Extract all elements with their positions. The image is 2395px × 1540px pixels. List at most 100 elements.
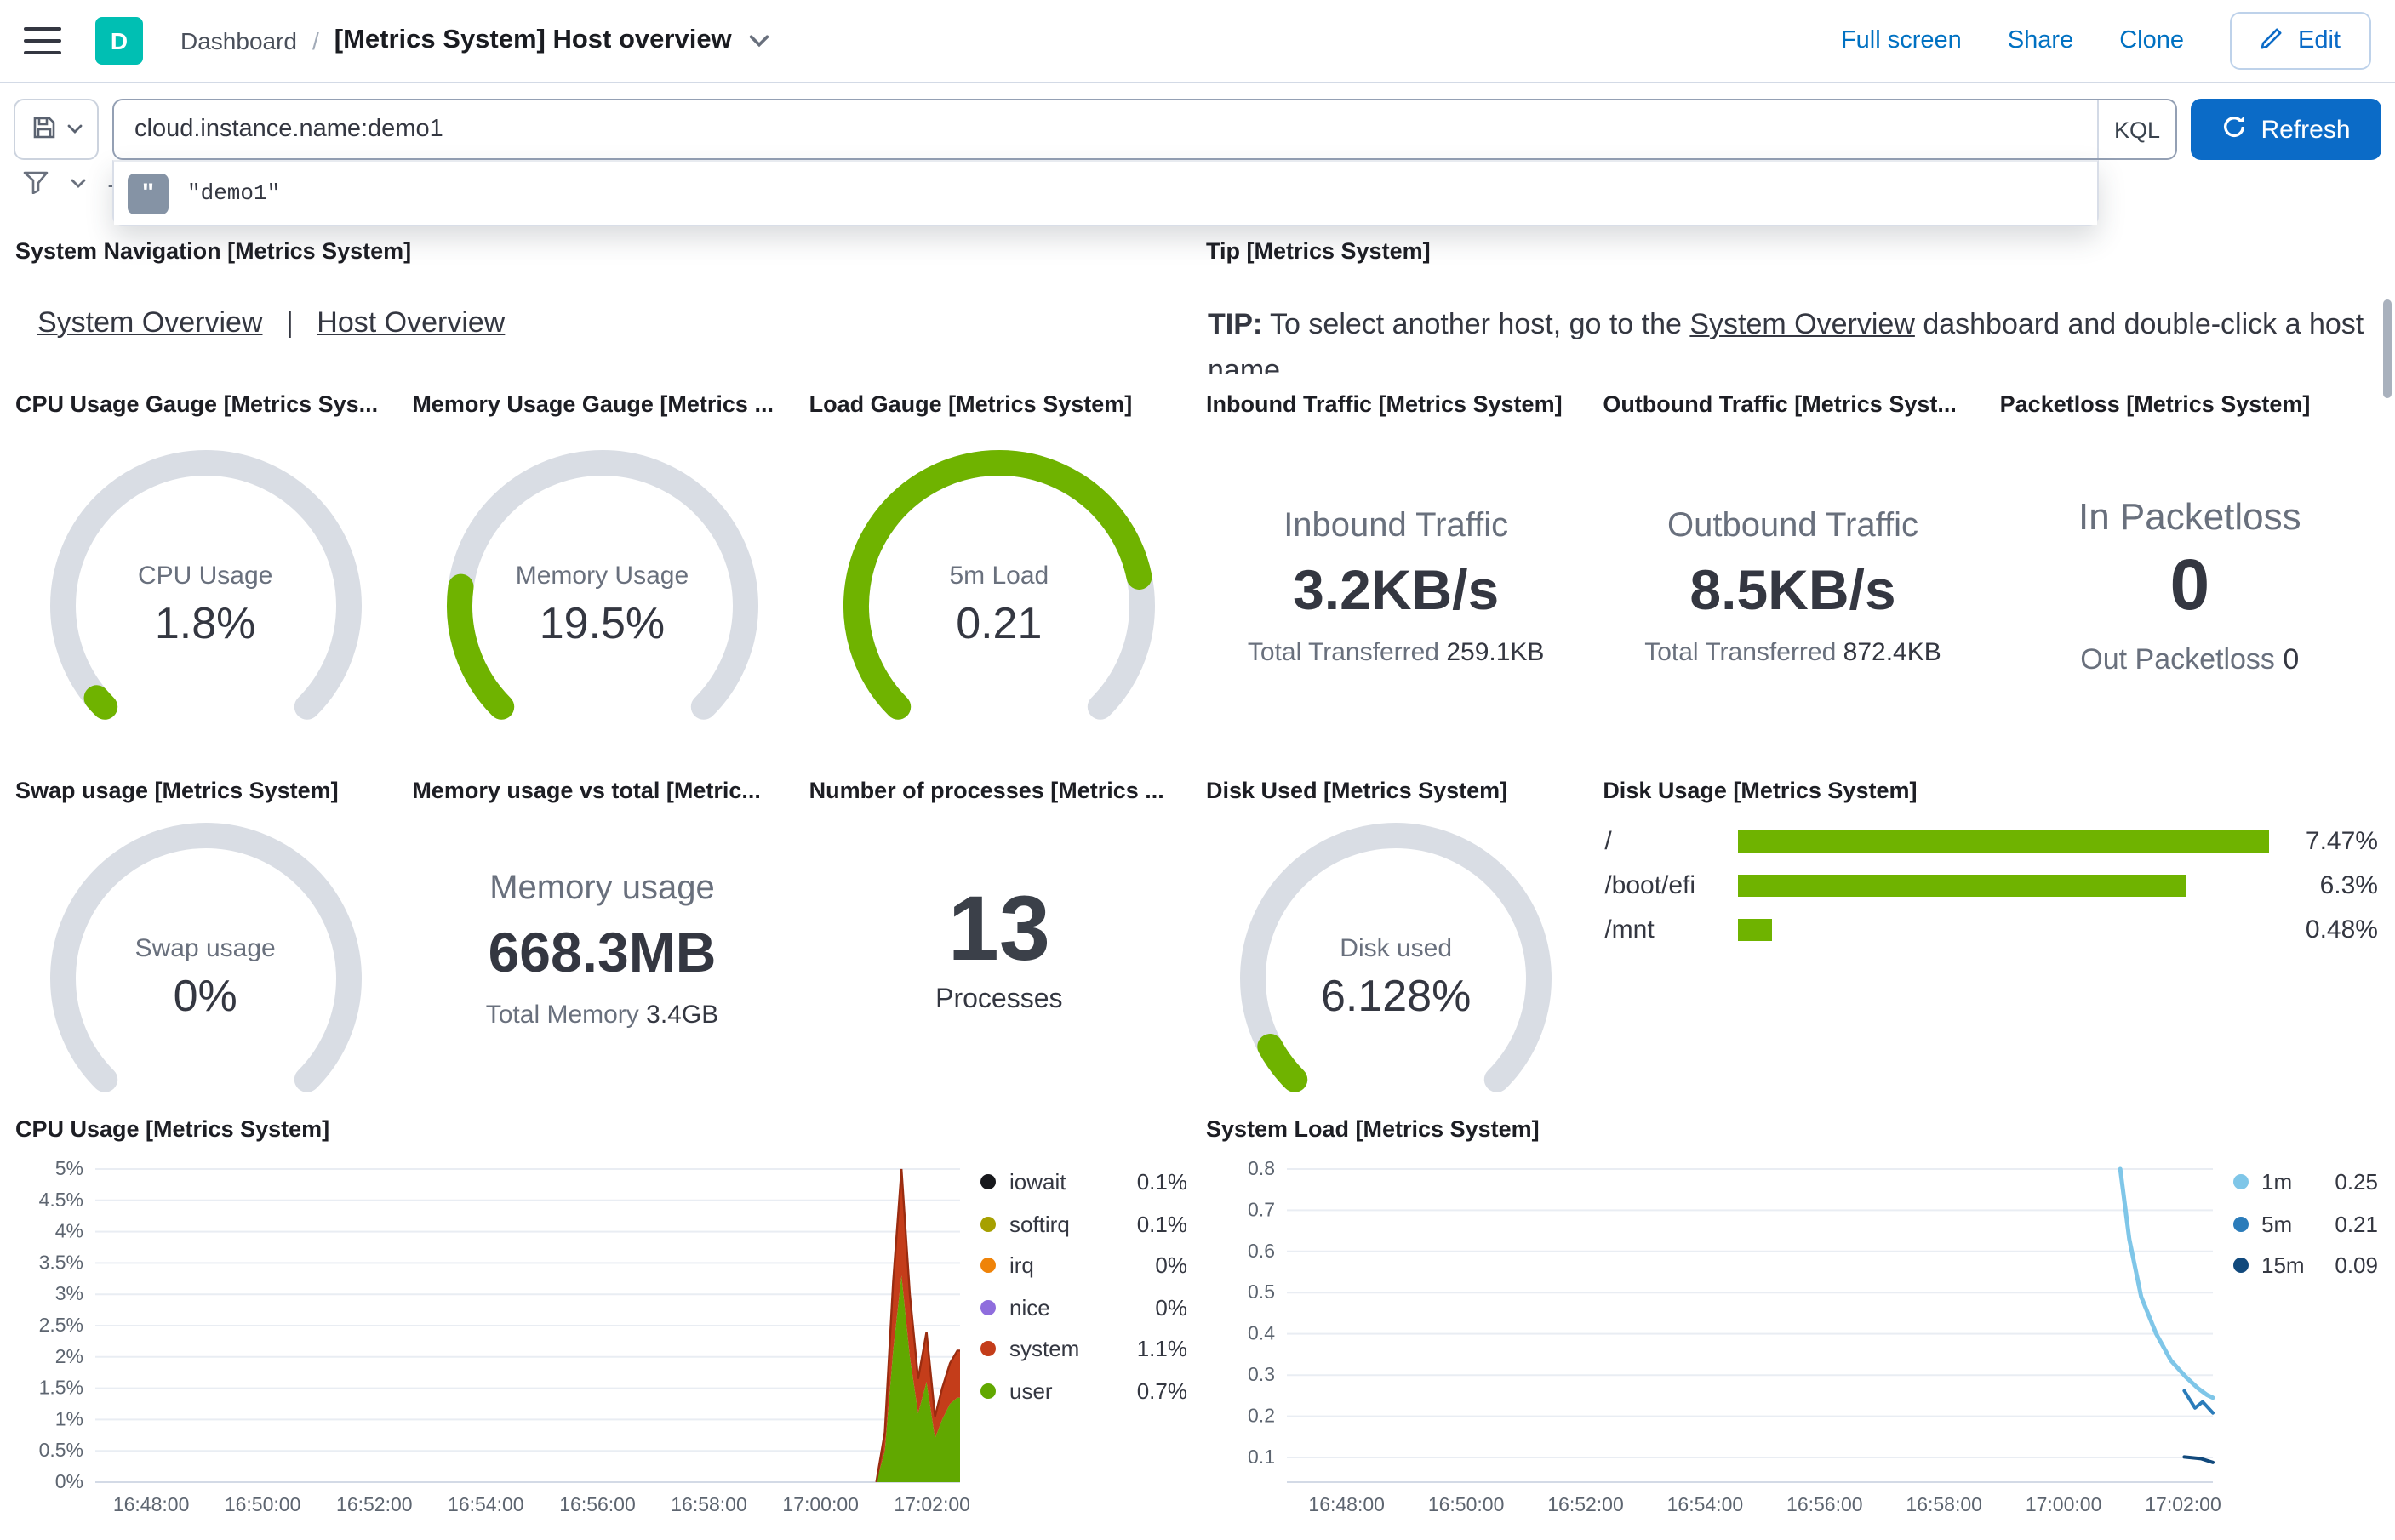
panel-inbound-traffic: Inbound Traffic [Metrics System] Inbound…: [1204, 388, 1588, 761]
panel-cpu-usage-gauge: CPU Usage Gauge [Metrics Sys... CPU Usag…: [14, 388, 397, 761]
panel-disk-used-gauge: Disk Used [Metrics System] Disk used 6.1…: [1204, 774, 1588, 1099]
disk-used-gauge: Disk used 6.128%: [1226, 810, 1566, 1099]
share-link[interactable]: Share: [2007, 27, 2074, 54]
svg-text:16:54:00: 16:54:00: [1666, 1493, 1743, 1515]
panel-outbound-traffic: Outbound Traffic [Metrics Syst... Outbou…: [1601, 388, 1985, 761]
gauge-label: CPU Usage: [137, 562, 273, 590]
svg-text:0.7: 0.7: [1247, 1198, 1274, 1220]
svg-text:0%: 0%: [55, 1470, 83, 1492]
system-load-legend: 1m 0.25 5m 0.21 15m 0.09: [2219, 1155, 2378, 1523]
legend-color-dot: [980, 1258, 996, 1273]
panel-load-gauge: Load Gauge [Metrics System] 5m Load 0.21: [807, 388, 1191, 761]
legend-item[interactable]: nice 0%: [980, 1294, 1187, 1320]
panel-system-navigation: System Navigation [Metrics System] Syste…: [14, 235, 1191, 374]
legend-color-dot: [980, 1341, 996, 1356]
disk-usage-row: /7.47%: [1604, 826, 2378, 855]
svg-text:2.5%: 2.5%: [39, 1314, 83, 1336]
svg-text:16:52:00: 16:52:00: [1546, 1493, 1623, 1515]
chevron-down-icon[interactable]: [70, 170, 87, 201]
panel-memory-usage-vs-total: Memory usage vs total [Metric... Memory …: [410, 774, 794, 1099]
svg-text:4%: 4%: [55, 1220, 83, 1242]
legend-item[interactable]: 15m 0.09: [2232, 1252, 2378, 1278]
breadcrumb-separator: /: [312, 27, 319, 54]
svg-text:0.4: 0.4: [1247, 1322, 1274, 1344]
search-query-input[interactable]: cloud.instance.name:demo1: [134, 116, 443, 143]
legend-color-dot: [980, 1383, 996, 1398]
svg-text:16:58:00: 16:58:00: [1905, 1493, 1981, 1515]
panel-title: Disk Used [Metrics System]: [1206, 778, 1508, 803]
legend-item[interactable]: system 1.1%: [980, 1336, 1187, 1361]
memory-usage-metric: Memory usage 668.3MB Total Memory 3.4GB: [485, 869, 719, 1029]
vertical-scrollbar-thumb[interactable]: [2383, 299, 2392, 398]
gauge-label: Memory Usage: [515, 562, 689, 590]
space-avatar[interactable]: D: [95, 17, 143, 65]
edit-button[interactable]: Edit: [2230, 12, 2371, 70]
gauge-label: 5m Load: [949, 562, 1049, 590]
svg-text:16:54:00: 16:54:00: [448, 1493, 524, 1515]
system-overview-link[interactable]: System Overview: [37, 306, 263, 339]
legend-item[interactable]: user 0.7%: [980, 1377, 1187, 1403]
panel-title: Packetloss [Metrics System]: [1999, 391, 2311, 417]
svg-text:0.2: 0.2: [1247, 1405, 1274, 1427]
memory-usage-gauge: Memory Usage 19.5%: [432, 437, 772, 750]
svg-text:2%: 2%: [55, 1345, 83, 1367]
panel-title: CPU Usage Gauge [Metrics Sys...: [15, 391, 379, 417]
legend-item[interactable]: softirq 0.1%: [980, 1211, 1187, 1236]
gauge-value: 1.8%: [154, 597, 256, 648]
filter-funnel-icon[interactable]: [22, 169, 49, 202]
tip-text: TIP: To select another host, go to the S…: [1208, 308, 2364, 374]
gauge-label: Disk used: [1340, 934, 1452, 963]
gauge-value: 0%: [173, 970, 237, 1021]
legend-item[interactable]: iowait 0.1%: [980, 1169, 1187, 1195]
panel-system-load-chart: System Load [Metrics System] 0.1 0.2 0.3 0.…: [1204, 1113, 2381, 1531]
pencil-icon: [2261, 26, 2284, 56]
breadcrumb-dashboard[interactable]: Dashboard: [180, 27, 297, 54]
inbound-traffic-metric: Inbound Traffic 3.2KB/s Total Transferre…: [1247, 506, 1545, 666]
svg-text:1%: 1%: [55, 1407, 83, 1429]
svg-text:16:48:00: 16:48:00: [113, 1493, 190, 1515]
svg-text:1.5%: 1.5%: [39, 1377, 83, 1399]
link-separator: |: [285, 306, 294, 339]
svg-text:0.8: 0.8: [1247, 1157, 1274, 1179]
svg-text:17:02:00: 17:02:00: [894, 1493, 970, 1515]
page-title: [Metrics System] Host overview: [334, 26, 732, 54]
legend-item[interactable]: 1m 0.25: [2232, 1169, 2378, 1195]
menu-icon[interactable]: [24, 26, 61, 55]
legend-item[interactable]: 5m 0.21: [2232, 1211, 2378, 1236]
panel-title: Memory usage vs total [Metric...: [412, 778, 761, 803]
system-overview-link[interactable]: System Overview: [1689, 308, 1915, 340]
autocomplete-popup: " "demo1": [112, 160, 2099, 226]
panel-disk-usage: Disk Usage [Metrics System] /7.47% /boot/…: [1601, 774, 2381, 1099]
svg-text:16:50:00: 16:50:00: [1427, 1493, 1504, 1515]
svg-text:0.6: 0.6: [1247, 1240, 1274, 1262]
gauge-value: 6.128%: [1320, 970, 1472, 1021]
svg-text:4.5%: 4.5%: [39, 1189, 83, 1211]
gauge-value: 19.5%: [539, 597, 666, 648]
svg-text:16:48:00: 16:48:00: [1307, 1493, 1384, 1515]
svg-text:16:56:00: 16:56:00: [1786, 1493, 1862, 1515]
chevron-down-icon[interactable]: [747, 29, 771, 53]
full-screen-link[interactable]: Full screen: [1840, 27, 1962, 54]
gauge-label: Swap usage: [134, 934, 276, 963]
saved-query-menu-button[interactable]: [14, 99, 99, 160]
cpu-usage-gauge: CPU Usage 1.8%: [35, 437, 375, 750]
cpu-usage-legend: iowait 0.1% softirq 0.1% irq 0% nice 0% system 1.…: [967, 1155, 1187, 1523]
host-overview-link[interactable]: Host Overview: [317, 306, 506, 339]
legend-item[interactable]: irq 0%: [980, 1252, 1187, 1278]
packetloss-metric: In Packetloss 0 Out Packetloss 0: [2078, 495, 2301, 676]
system-load-chart: 0.1 0.2 0.3 0.4 0.5 0.6 0.7 0.8 16:48:00 16:50:00…: [1208, 1155, 2221, 1523]
refresh-button[interactable]: Refresh: [2191, 99, 2381, 160]
clone-link[interactable]: Clone: [2119, 27, 2184, 54]
svg-text:17:02:00: 17:02:00: [2144, 1493, 2221, 1515]
panel-title: System Navigation [Metrics System]: [15, 238, 412, 264]
svg-text:16:58:00: 16:58:00: [671, 1493, 747, 1515]
chevron-down-icon: [66, 117, 83, 142]
suggestion-item[interactable]: " "demo1": [114, 162, 2097, 225]
svg-text:0.3: 0.3: [1247, 1363, 1274, 1385]
outbound-traffic-metric: Outbound Traffic 8.5KB/s Total Transferr…: [1644, 506, 1941, 666]
swap-usage-gauge: Swap usage 0%: [35, 810, 375, 1099]
kql-language-button[interactable]: KQL: [2097, 100, 2175, 158]
panel-cpu-usage-chart: CPU Usage [Metrics System] 0% 0.5% 1% 1.5% 2…: [14, 1113, 1191, 1531]
navigation-links: System Overview | Host Overview: [37, 306, 1191, 340]
